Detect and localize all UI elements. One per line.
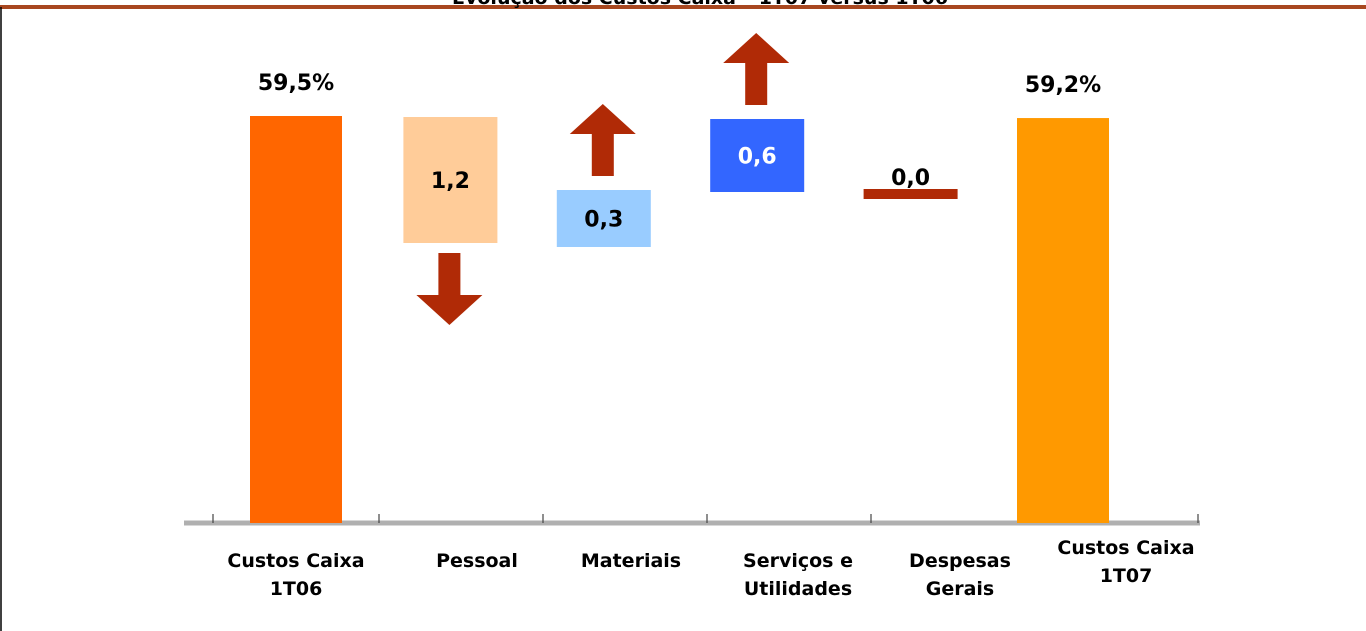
change-value-label: 0,6 — [738, 145, 777, 170]
total-bar — [1017, 118, 1109, 524]
total-value-label: 59,5% — [258, 71, 334, 96]
change-bar — [403, 117, 498, 243]
up-arrow-icon — [723, 33, 790, 105]
category-label: Despesas Gerais — [909, 550, 1011, 600]
change-value-label: 0,3 — [584, 208, 623, 233]
category-label: Serviços e Utilidades — [743, 550, 853, 600]
change-value-label: 0,0 — [891, 166, 930, 191]
change-bar — [556, 190, 651, 247]
change-bar — [710, 119, 805, 192]
category-label: Pessoal — [436, 550, 518, 572]
category-label: Custos Caixa 1T07 — [1057, 537, 1194, 587]
change-value-label: 1,2 — [431, 169, 470, 194]
category-label: Custos Caixa 1T06 — [227, 550, 364, 600]
change-bar — [863, 189, 958, 199]
up-arrow-icon — [569, 104, 636, 176]
chart-title: Evolução dos Custos Caixa – 1T07 versus … — [452, 0, 948, 9]
category-label: Materiais — [581, 550, 681, 572]
total-bar — [250, 116, 342, 523]
down-arrow-icon — [416, 253, 483, 325]
total-value-label: 59,2% — [1025, 73, 1101, 98]
